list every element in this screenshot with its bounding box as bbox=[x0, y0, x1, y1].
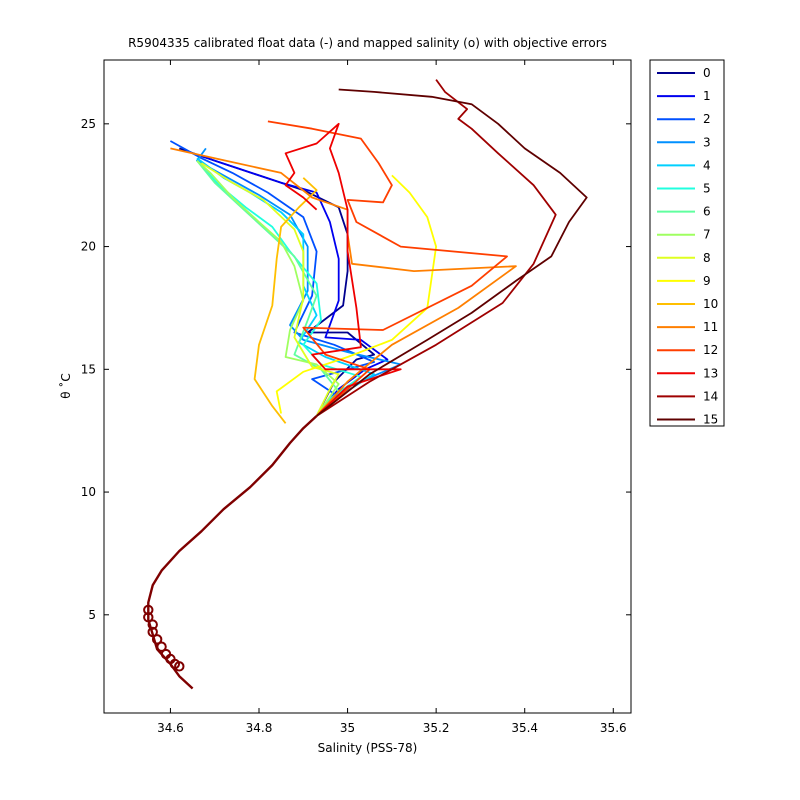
legend-label-15: 15 bbox=[703, 413, 718, 427]
y-tick-label: 15 bbox=[81, 362, 96, 376]
legend-label-2: 2 bbox=[703, 112, 711, 126]
mapped-salinity-point-1 bbox=[143, 612, 154, 623]
series-line-13 bbox=[284, 122, 402, 417]
series-line-10 bbox=[253, 177, 318, 424]
series-line-8 bbox=[200, 162, 340, 417]
mapped-salinity-point-4 bbox=[151, 634, 163, 645]
series-line-6 bbox=[196, 160, 340, 417]
legend-label-6: 6 bbox=[703, 205, 711, 219]
legend-label-13: 13 bbox=[703, 366, 718, 380]
legend-label-5: 5 bbox=[703, 182, 711, 196]
y-tick-label: 20 bbox=[81, 240, 96, 254]
x-tick-label: 34.6 bbox=[157, 721, 184, 735]
legend-box bbox=[649, 59, 725, 427]
x-tick-label: 35.6 bbox=[600, 721, 627, 735]
mapped-salinity-point-0 bbox=[143, 604, 154, 616]
legend-label-12: 12 bbox=[703, 343, 718, 357]
series-line-9 bbox=[275, 174, 438, 414]
y-tick-label: 10 bbox=[81, 485, 96, 499]
series-line-12 bbox=[267, 120, 508, 417]
series-line-7 bbox=[196, 160, 340, 417]
series-line-14 bbox=[316, 79, 557, 417]
x-tick-label: 35.4 bbox=[511, 721, 538, 735]
plot-area bbox=[103, 59, 632, 714]
y-tick-label: 5 bbox=[88, 608, 96, 622]
legend-label-3: 3 bbox=[703, 135, 711, 149]
series-line-2 bbox=[169, 140, 376, 417]
mapped-salinity-point-2 bbox=[147, 619, 158, 630]
chart-title: R5904335 calibrated float data (-) and m… bbox=[128, 36, 607, 50]
legend-label-14: 14 bbox=[703, 389, 718, 403]
legend-label-0: 0 bbox=[703, 66, 711, 80]
series-line-5 bbox=[196, 160, 362, 417]
legend-label-9: 9 bbox=[703, 274, 711, 288]
mapped-salinity-point-5 bbox=[156, 641, 167, 652]
legend-label-1: 1 bbox=[703, 89, 711, 103]
series-line-11 bbox=[170, 147, 517, 417]
x-tick-label: 34.8 bbox=[246, 721, 273, 735]
legend-label-10: 10 bbox=[703, 297, 718, 311]
x-tick-label: 35.2 bbox=[423, 721, 450, 735]
mapped-salinity-point-9 bbox=[174, 661, 185, 672]
legend-label-7: 7 bbox=[703, 228, 711, 242]
mapped-salinity-point-3 bbox=[147, 626, 158, 638]
legend-label-11: 11 bbox=[703, 320, 718, 334]
y-tick-label: 25 bbox=[81, 117, 96, 131]
y-axis-label: θ ˚C bbox=[58, 373, 73, 399]
x-axis-label: Salinity (PSS-78) bbox=[318, 741, 418, 755]
legend-label-4: 4 bbox=[703, 158, 711, 172]
series-line-15 bbox=[316, 88, 588, 417]
x-tick-label: 35 bbox=[340, 721, 355, 735]
legend-label-8: 8 bbox=[703, 251, 711, 265]
